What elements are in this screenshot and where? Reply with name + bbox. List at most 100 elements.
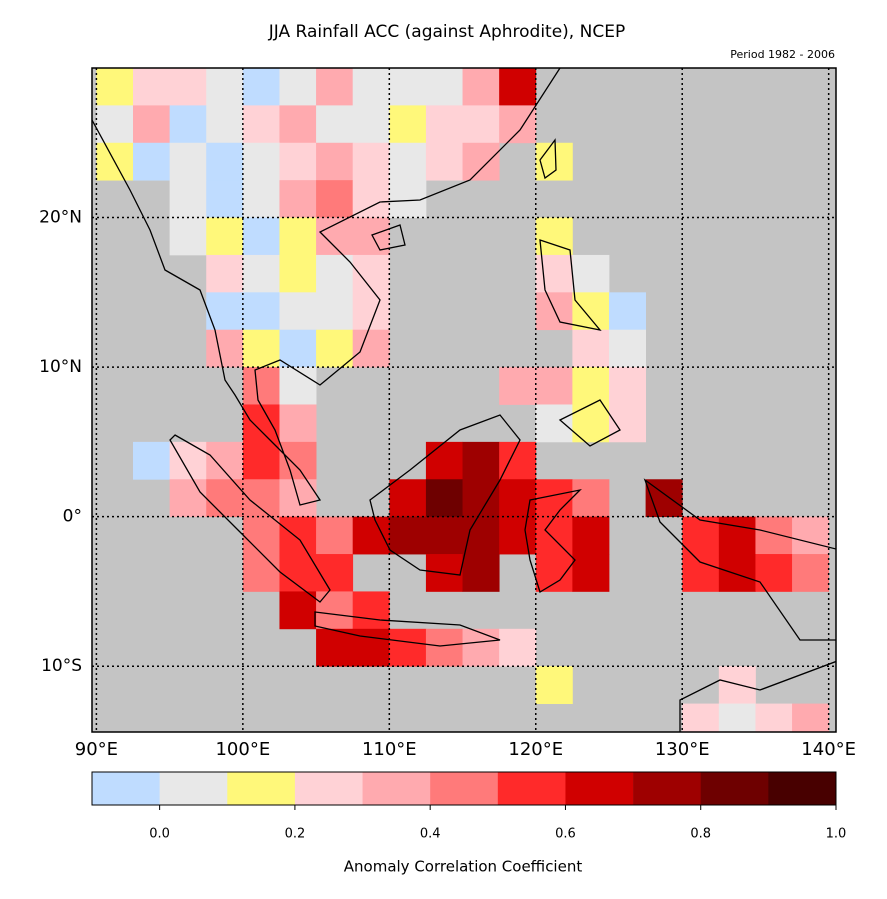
coast-australia xyxy=(679,660,836,732)
x-tick-label: 120°E xyxy=(508,739,563,760)
colorbar-tick-label: 0.4 xyxy=(420,827,441,842)
grid-cell xyxy=(352,142,390,181)
grid-cell xyxy=(206,180,244,218)
grid-cell xyxy=(242,254,280,293)
grid-cell xyxy=(572,404,610,443)
grid-cell xyxy=(206,254,244,293)
grid-cell xyxy=(425,142,463,181)
colorbar-tick-label: 1.0 xyxy=(826,827,847,842)
grid-cell xyxy=(535,142,573,181)
grid-cell xyxy=(425,441,463,480)
y-tick-label: 20°N xyxy=(39,208,82,228)
grid-cell xyxy=(389,180,427,218)
grid-cell xyxy=(242,516,280,555)
grid-cell xyxy=(792,703,830,732)
grid-cell xyxy=(242,404,280,443)
coastlines xyxy=(92,68,836,732)
grid-cell xyxy=(279,254,317,293)
grid-cell xyxy=(242,142,280,181)
grid-cell xyxy=(389,68,427,106)
grid-cell xyxy=(169,68,207,106)
colorbar-swatch xyxy=(92,772,160,805)
grid-cell xyxy=(316,329,354,368)
grid-cell xyxy=(96,68,134,106)
grid-cell xyxy=(535,367,573,405)
grid-cell xyxy=(718,554,756,592)
colorbar-swatch xyxy=(294,772,363,805)
grid-cell xyxy=(206,217,244,256)
grid-cell xyxy=(316,142,354,181)
grid-cell xyxy=(352,516,390,555)
coast-sumatra xyxy=(169,434,331,603)
grid-cell xyxy=(279,404,317,443)
grid-cell xyxy=(572,292,610,331)
grid-cell xyxy=(169,180,207,218)
chart-title: JJA Rainfall ACC (against Aphrodite), NC… xyxy=(268,22,625,42)
colorbar-swatch xyxy=(700,772,769,805)
grid-cell xyxy=(535,666,573,704)
grid-cell xyxy=(462,628,500,667)
grid-cell xyxy=(206,68,244,106)
grid-cell xyxy=(462,105,500,144)
grid-cell xyxy=(316,554,354,592)
grid-cell xyxy=(133,142,171,181)
grid-cell xyxy=(462,441,500,480)
grid-cell xyxy=(352,68,390,106)
colorbar-swatch xyxy=(565,772,634,805)
grid-cell xyxy=(499,68,537,106)
grid-cell xyxy=(499,105,537,144)
grid-cell xyxy=(425,68,463,106)
grid-cell xyxy=(316,105,354,144)
grid-cell xyxy=(499,367,537,405)
grid-cell xyxy=(608,404,647,443)
grid-cell xyxy=(352,591,390,630)
colorbar-swatch xyxy=(227,772,296,805)
grid-cell xyxy=(242,554,280,592)
grid-cell xyxy=(462,516,500,555)
grid-cell xyxy=(352,628,390,667)
grid-cell xyxy=(242,105,280,144)
grid-cell xyxy=(242,367,280,405)
grid-cell xyxy=(316,254,354,293)
y-tick-label: 10°N xyxy=(39,357,82,377)
coast-hainan xyxy=(371,224,406,251)
grid-cell xyxy=(755,554,793,592)
grid-cell xyxy=(169,441,207,480)
grid-cell xyxy=(608,329,647,368)
grid-cell xyxy=(535,254,573,293)
x-tick-label: 140°E xyxy=(801,739,856,760)
gridline-layer xyxy=(92,68,836,732)
grid-cell xyxy=(535,516,573,555)
grid-cell xyxy=(242,329,280,368)
y-tick-label: 0° xyxy=(63,507,82,527)
grid-cell xyxy=(169,105,207,144)
coast-sulawesi xyxy=(524,488,582,593)
grid-cell xyxy=(279,591,317,630)
grid-cell xyxy=(316,628,354,667)
colorbar-swatch xyxy=(768,772,837,805)
colorbar-tick-label: 0.2 xyxy=(285,827,306,842)
grid-cell xyxy=(133,441,171,480)
grid-cell xyxy=(608,367,647,405)
grid-cell xyxy=(169,479,207,518)
grid-cell xyxy=(572,329,610,368)
grid-cell xyxy=(169,142,207,181)
grid-cell xyxy=(206,441,244,480)
grid-cell xyxy=(206,292,244,331)
grid-cell xyxy=(279,292,317,331)
colorbar-swatch xyxy=(362,772,431,805)
grid-cell xyxy=(279,516,317,555)
grid-cell xyxy=(242,180,280,218)
grid-cell xyxy=(316,217,354,256)
grid-cell xyxy=(462,142,500,181)
grid-cell xyxy=(718,516,756,555)
grid-cell xyxy=(682,703,720,732)
grid-cell xyxy=(352,180,390,218)
grid-cell xyxy=(499,628,537,667)
colorbar-swatch xyxy=(633,772,702,805)
colorbar-swatch xyxy=(497,772,566,805)
colorbar-tick-label: 0.8 xyxy=(690,827,711,842)
colorbar-tick-label: 0.0 xyxy=(149,827,170,842)
x-tick-label: 130°E xyxy=(655,739,710,760)
